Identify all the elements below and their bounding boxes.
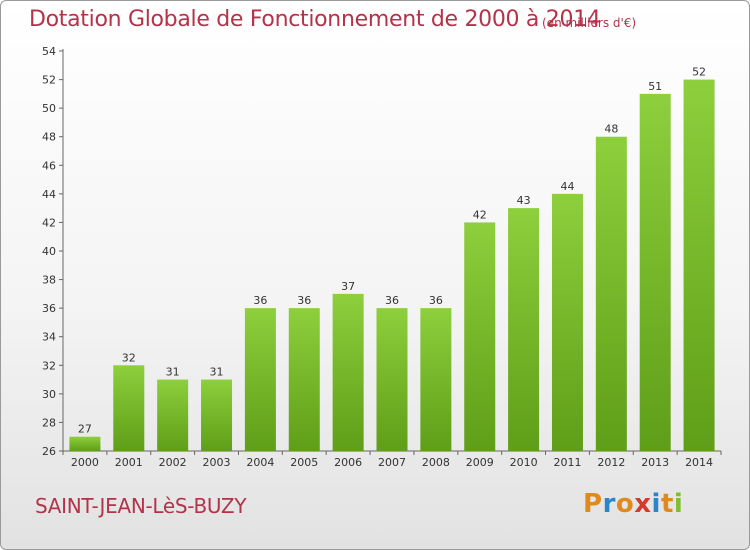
- value-label: 44: [560, 180, 574, 193]
- bar-2000: [69, 436, 101, 451]
- y-tick-label: 26: [42, 445, 56, 458]
- bar-2012: [595, 136, 627, 451]
- value-label: 27: [78, 423, 92, 436]
- y-tick-label: 42: [42, 216, 56, 229]
- bar-2004: [244, 308, 276, 451]
- y-tick-label: 30: [42, 388, 56, 401]
- x-tick-label: 2014: [685, 456, 713, 469]
- bar-2013: [639, 93, 671, 451]
- x-tick-label: 2006: [334, 456, 362, 469]
- bar-2014: [683, 79, 715, 452]
- bar-2005: [288, 308, 320, 451]
- x-tick-label: 2001: [115, 456, 143, 469]
- bar-2010: [508, 208, 540, 451]
- bar-2006: [332, 293, 364, 451]
- value-label: 36: [385, 294, 399, 307]
- y-tick-label: 32: [42, 359, 56, 372]
- y-tick-label: 52: [42, 74, 56, 87]
- value-label: 36: [297, 294, 311, 307]
- x-tick-label: 2007: [378, 456, 406, 469]
- x-tick-label: 2005: [290, 456, 318, 469]
- value-label: 32: [122, 351, 136, 364]
- value-label: 48: [604, 123, 618, 136]
- y-tick-label: 34: [42, 331, 56, 344]
- y-tick-label: 48: [42, 131, 56, 144]
- y-tick-label: 36: [42, 302, 56, 315]
- logo-letter: i: [673, 489, 684, 519]
- y-tick-label: 46: [42, 159, 56, 172]
- x-tick-label: 2010: [510, 456, 538, 469]
- x-tick-label: 2013: [641, 456, 669, 469]
- bar-2009: [464, 222, 496, 451]
- x-tick-label: 2012: [597, 456, 625, 469]
- x-tick-label: 2000: [71, 456, 99, 469]
- value-label: 37: [341, 280, 355, 293]
- logo-letter: i: [651, 489, 661, 519]
- y-tick-label: 54: [42, 45, 56, 58]
- x-tick-label: 2003: [203, 456, 231, 469]
- logo-letter: t: [660, 489, 674, 519]
- bar-2008: [420, 308, 452, 451]
- bar-2001: [113, 365, 145, 451]
- value-label: 43: [517, 194, 531, 207]
- bars: [69, 79, 715, 452]
- value-label: 42: [473, 208, 487, 221]
- x-tick-label: 2002: [159, 456, 187, 469]
- proxiti-logo: Proxiti: [583, 489, 683, 519]
- chart-title: Dotation Globale de Fonctionnement de 20…: [29, 7, 601, 32]
- x-tick-label: 2009: [466, 456, 494, 469]
- logo-letter: o: [615, 489, 635, 519]
- logo-letter: r: [602, 489, 616, 519]
- chart-subtitle: (en milliers d'€): [542, 16, 637, 30]
- logo-letter: P: [583, 489, 603, 519]
- bar-2003: [201, 379, 233, 451]
- y-tick-label: 40: [42, 245, 56, 258]
- y-tick-label: 44: [42, 188, 56, 201]
- value-label: 51: [648, 80, 662, 93]
- axes: 26 28 30 32 34 36 38 40 42 44 46 48 50 52 54 2000 2001 20…: [42, 45, 722, 469]
- bar-2002: [157, 379, 189, 451]
- bar-2011: [551, 193, 583, 451]
- value-label: 52: [692, 66, 706, 79]
- x-tick-label: 2004: [246, 456, 274, 469]
- value-label: 36: [253, 294, 267, 307]
- logo-letter: x: [634, 489, 652, 519]
- value-label: 31: [166, 366, 180, 379]
- y-tick-label: 50: [42, 102, 56, 115]
- value-label: 36: [429, 294, 443, 307]
- y-tick-label: 28: [42, 416, 56, 429]
- commune-name: SAINT-JEAN-LèS-BUZY: [35, 494, 247, 518]
- y-tick-label: 38: [42, 274, 56, 287]
- value-label: 31: [210, 366, 224, 379]
- x-tick-label: 2011: [553, 456, 581, 469]
- x-tick-label: 2008: [422, 456, 450, 469]
- bar-2007: [376, 308, 408, 451]
- value-labels: 27 32 31 31 36 36 37 36 36 42 43 44 48 51 52: [78, 66, 706, 436]
